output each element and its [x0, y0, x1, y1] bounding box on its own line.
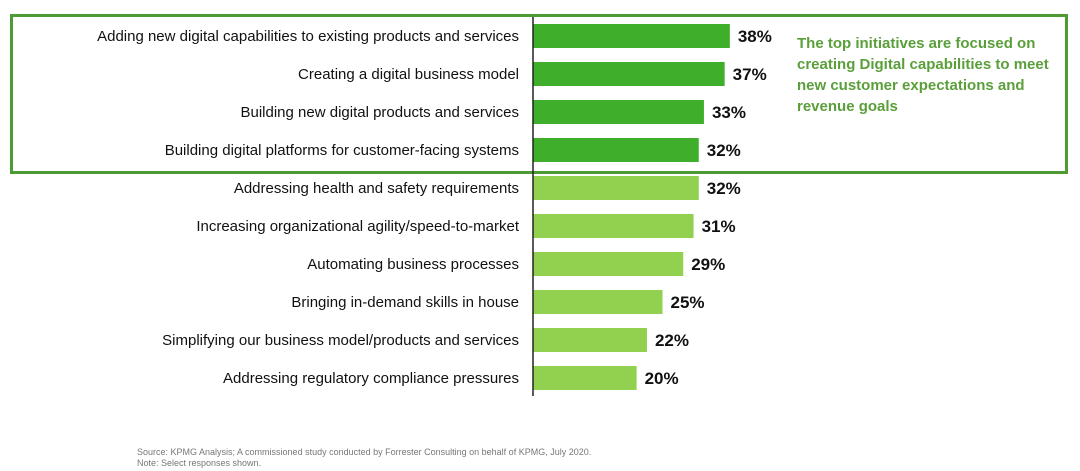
footnote: Note: Select responses shown.: [137, 458, 262, 468]
category-label: Adding new digital capabilities to exist…: [97, 28, 519, 45]
category-label: Addressing regulatory compliance pressur…: [223, 370, 519, 387]
value-label: 32%: [707, 141, 741, 160]
bar: [533, 62, 725, 86]
bar: [533, 290, 663, 314]
bar: [533, 252, 684, 276]
bar: [533, 328, 647, 352]
value-label: 25%: [671, 293, 705, 312]
category-label: Automating business processes: [307, 256, 519, 273]
category-label: Addressing health and safety requirement…: [234, 180, 519, 197]
bar: [533, 214, 694, 238]
category-label: Bringing in-demand skills in house: [291, 294, 519, 311]
value-label: 31%: [702, 217, 736, 236]
value-label: 20%: [645, 369, 679, 388]
category-label: Creating a digital business model: [298, 66, 519, 83]
value-label: 37%: [733, 65, 767, 84]
value-label: 32%: [707, 179, 741, 198]
value-label: 22%: [655, 331, 689, 350]
category-label: Building new digital products and servic…: [241, 104, 520, 121]
value-label: 38%: [738, 27, 772, 46]
bar: [533, 138, 699, 162]
highlight-box: [10, 14, 1068, 174]
category-label: Increasing organizational agility/speed-…: [196, 218, 520, 235]
annotation-text: The top initiatives are focused on creat…: [797, 35, 1049, 115]
bar: [533, 24, 730, 48]
source-note: Source: KPMG Analysis; A commissioned st…: [137, 447, 592, 457]
value-label: 33%: [712, 103, 746, 122]
category-label: Building digital platforms for customer-…: [165, 142, 519, 159]
bar: [533, 100, 704, 124]
bar: [533, 176, 699, 200]
value-label: 29%: [691, 255, 725, 274]
bar: [533, 366, 637, 390]
category-label: Simplifying our business model/products …: [162, 332, 519, 349]
